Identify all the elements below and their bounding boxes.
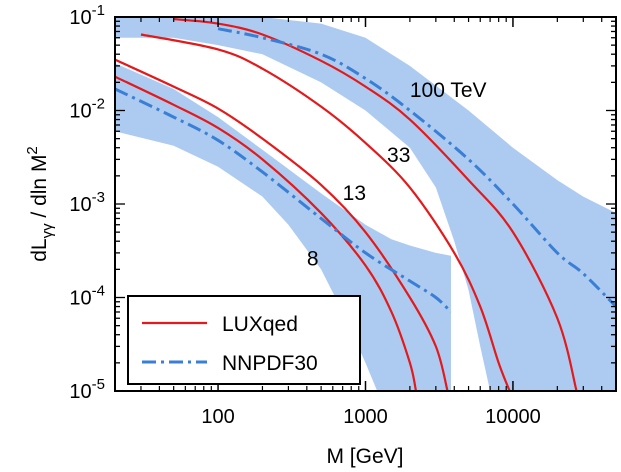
legend: LUXqed NNPDF30	[127, 295, 361, 385]
nnpdf30-line-6	[217, 27, 616, 308]
y-tick-label-3: 10-4	[69, 283, 105, 310]
luxqed-line-1	[115, 75, 418, 391]
y-tick-label-base: 10	[69, 381, 91, 403]
y-tick-label-base: 10	[69, 101, 91, 123]
y-tick-label-4: 10-5	[69, 376, 105, 403]
luxqed-line-4	[173, 17, 578, 391]
luxqed-line-3	[140, 33, 511, 391]
y-tick-label-0: 10-1	[69, 2, 105, 29]
y-tick-label-base: 10	[69, 194, 91, 216]
legend-label-1: LUXqed	[222, 313, 298, 336]
plot-frame	[114, 16, 617, 392]
y-tick-label-exp: -2	[92, 96, 105, 113]
y-tick-label-2: 10-3	[69, 189, 105, 216]
annotation-1: 33	[387, 144, 410, 167]
nnpdf-band-1	[115, 63, 451, 391]
y-tick-label-base: 10	[69, 288, 91, 310]
y-tick-label-exp: -5	[92, 376, 105, 393]
x-tick-label-0: 100	[201, 406, 234, 428]
y-tick-label-exp: -3	[92, 189, 105, 206]
y-tick-label-exp: -1	[92, 2, 105, 19]
y-tick-label-base: 10	[69, 7, 91, 29]
legend-box	[127, 295, 361, 385]
x-tick-label-2: 10000	[485, 406, 541, 428]
annotations: 100 TeV 33 13 8	[307, 79, 487, 271]
y-axis-title-mid: / dln M	[28, 155, 51, 224]
y-axis-title-sup: 2	[24, 146, 41, 154]
nnpdf30-line-5	[115, 87, 453, 314]
y-tick-label-1: 10-2	[69, 96, 105, 123]
y-axis-title-sub: γγ	[39, 223, 56, 239]
y-tick-label-exp: -4	[92, 283, 105, 300]
data-series	[115, 17, 616, 391]
nnpdf-band-2	[115, 17, 616, 391]
annotation-3: 8	[307, 247, 319, 270]
uncertainty-bands	[115, 17, 616, 391]
annotation-0: 100 TeV	[410, 79, 487, 102]
y-axis-title: dLγγ / dln M2	[24, 146, 56, 262]
legend-label-2: NNPDF30	[222, 352, 318, 375]
x-tick-label-1: 1000	[343, 406, 388, 428]
y-axis-title-main: dL	[28, 238, 51, 261]
annotation-2: 13	[343, 182, 366, 205]
x-axis-title: M [GeV]	[326, 445, 403, 468]
luxqed-line-2	[115, 58, 449, 391]
